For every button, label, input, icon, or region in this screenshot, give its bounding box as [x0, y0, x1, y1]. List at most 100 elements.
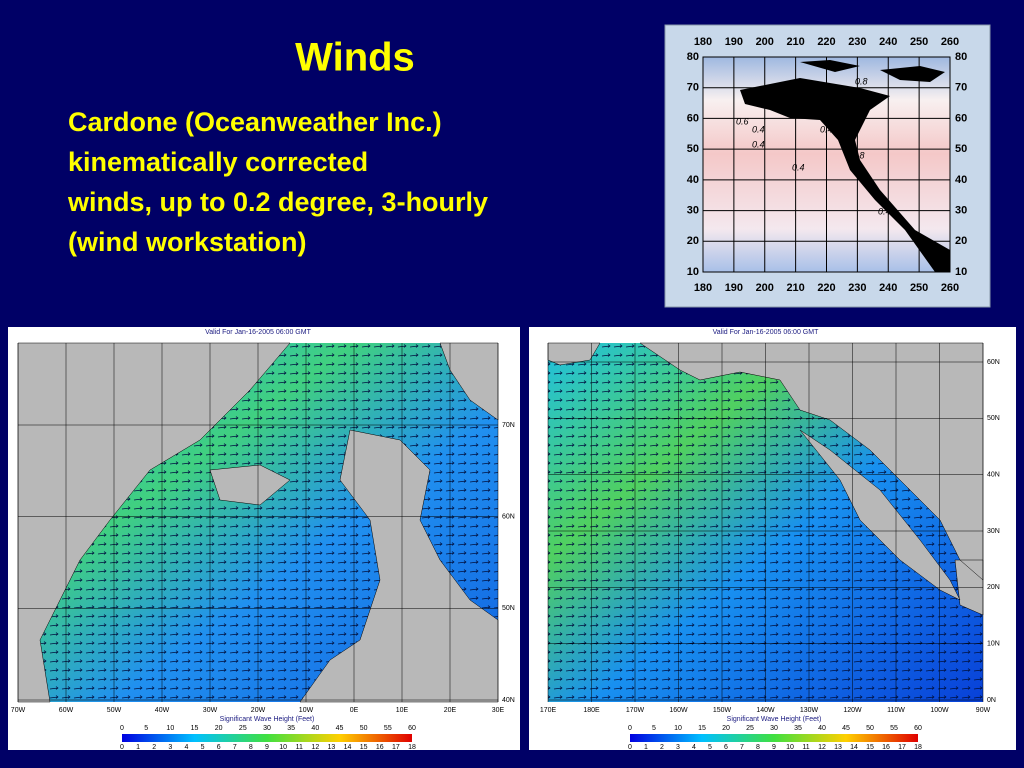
y-label: 30 [687, 204, 699, 216]
legend-label: 12 [311, 744, 319, 751]
lon-label: 50W [107, 707, 122, 714]
x-label: 250 [910, 282, 928, 294]
legend-label: 30 [770, 725, 778, 732]
y-label: 60 [955, 112, 967, 124]
lon-label: 120W [843, 707, 862, 714]
lon-label: 70W [11, 707, 26, 714]
legend-label: 4 [692, 744, 696, 751]
y-label: 20 [955, 235, 967, 247]
x-label: 210 [786, 282, 804, 294]
legend-label: 25 [239, 725, 247, 732]
lon-label: 30W [203, 707, 218, 714]
legend-label: 2 [152, 744, 156, 751]
lon-label: 60W [59, 707, 74, 714]
contour-label: 0.8 [852, 150, 865, 160]
legend-label: 5 [144, 725, 148, 732]
y-label: 30 [955, 204, 967, 216]
legend-label: 14 [850, 744, 858, 751]
legend-label: 50 [866, 725, 874, 732]
lat-label: 60N [502, 514, 515, 521]
map-labels: 180 180 190 190 200 200 210 210 220 220 230 230 240 2… [687, 36, 968, 294]
legend-label: 6 [724, 744, 728, 751]
map-grid [17, 343, 499, 702]
x-label: 200 [756, 282, 774, 294]
legend-label: 15 [698, 725, 706, 732]
lat-label: 40N [502, 697, 515, 704]
color-bar [630, 734, 918, 742]
lat-label: 50N [987, 415, 1000, 422]
legend-label: 9 [772, 744, 776, 751]
legend-label: 60 [408, 725, 416, 732]
land [547, 342, 984, 616]
legend-label: 45 [336, 725, 344, 732]
legend-label: 0 [120, 744, 124, 751]
x-label: 230 [848, 36, 866, 48]
legend-label: 12 [818, 744, 826, 751]
legend-label: 8 [249, 744, 253, 751]
contour-label: 0.4 [792, 162, 805, 172]
legend-label: 17 [392, 744, 400, 751]
x-label: 190 [725, 36, 743, 48]
legend-label: 16 [882, 744, 890, 751]
legend-label: 0 [120, 725, 124, 732]
legend-label: 1 [136, 744, 140, 751]
legend-label: 13 [834, 744, 842, 751]
y-label: 80 [955, 51, 967, 63]
x-label: 210 [786, 36, 804, 48]
land [740, 60, 950, 272]
lon-label: 30E [492, 707, 505, 714]
contour-label: 0.4 [752, 139, 765, 149]
right-map: Valid For Jan-16-2005 06:00 GMT 170E 180E 1… [529, 327, 1016, 751]
legend-label: 0 [628, 744, 632, 751]
legend-label: 7 [233, 744, 237, 751]
legend-label: 11 [296, 744, 303, 751]
lon-label: 0E [350, 707, 359, 714]
legend-label: 0 [628, 725, 632, 732]
lon-label: 100W [930, 707, 949, 714]
legend-label: 45 [842, 725, 850, 732]
lat-label: 70N [502, 422, 515, 429]
lon-label: 20E [444, 707, 457, 714]
x-label: 230 [848, 282, 866, 294]
legend-label: 35 [287, 725, 295, 732]
x-label: 240 [879, 36, 897, 48]
lon-label: 110W [887, 707, 905, 714]
legend-label: 10 [166, 725, 174, 732]
top-map: 180 180 190 190 200 200 210 210 220 220 230 230 240 2… [664, 24, 991, 308]
y-label: 50 [687, 143, 699, 155]
lon-label: 10W [299, 707, 314, 714]
lat-label: 30N [987, 528, 1000, 535]
legend-label: 9 [265, 744, 269, 751]
lon-label: 20W [251, 707, 266, 714]
contour-label: 0.8 [855, 76, 868, 86]
map-grid [702, 56, 951, 273]
legend-label: 5 [201, 744, 205, 751]
legend-label: 40 [818, 725, 826, 732]
x-label: 220 [817, 282, 835, 294]
y-label: 10 [955, 266, 967, 278]
legend-label: 5 [708, 744, 712, 751]
y-label: 40 [955, 174, 967, 186]
x-label: 180 [694, 36, 712, 48]
legend-label: 20 [215, 725, 223, 732]
map-labels: Valid For Jan-16-2005 06:00 GMT 70W 60W 50W… [11, 329, 515, 751]
x-label: 200 [756, 36, 774, 48]
x-label: 260 [941, 282, 959, 294]
legend-label: 17 [898, 744, 906, 751]
legend-label: 1 [644, 744, 648, 751]
legend-label: 18 [408, 744, 416, 751]
body-line: (wind workstation) [68, 227, 307, 257]
legend-label: 3 [676, 744, 680, 751]
lon-label: 130W [800, 707, 819, 714]
legend-label: 11 [802, 744, 809, 751]
caption: Valid For Jan-16-2005 06:00 GMT [205, 329, 311, 336]
legend-label: 20 [722, 725, 730, 732]
map-labels: Valid For Jan-16-2005 06:00 GMT 170E 180E 1… [540, 329, 1000, 751]
legend-label: 4 [184, 744, 188, 751]
lon-label: 170W [626, 707, 645, 714]
color-bar [122, 734, 412, 742]
lon-label: 90W [976, 707, 991, 714]
lon-label: 40W [155, 707, 170, 714]
lon-label: 170E [540, 707, 557, 714]
caption: Valid For Jan-16-2005 06:00 GMT [713, 329, 819, 336]
